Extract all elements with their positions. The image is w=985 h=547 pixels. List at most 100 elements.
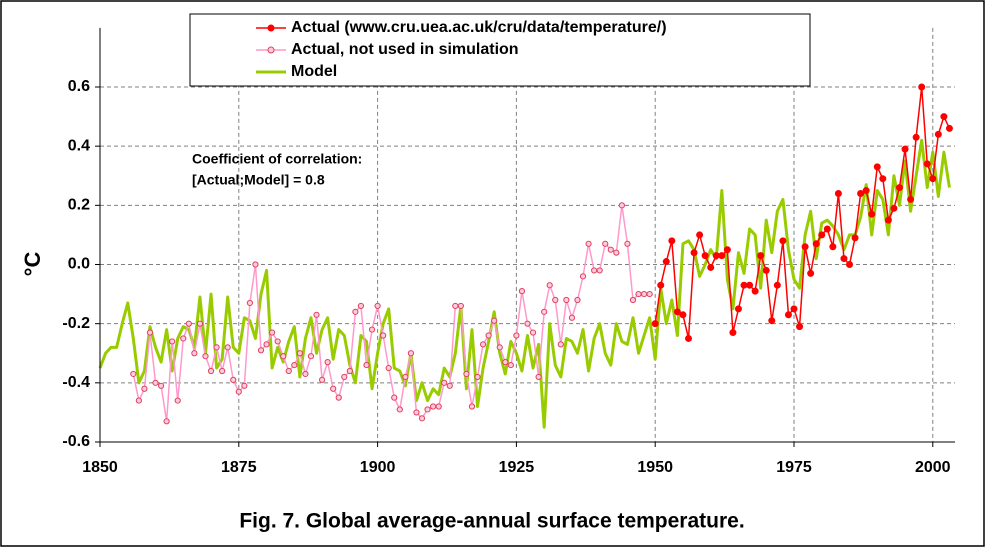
- data-point: [718, 252, 726, 260]
- data-point: [163, 418, 170, 425]
- data-point: [751, 287, 759, 295]
- data-point: [768, 317, 776, 325]
- legend-box: [189, 13, 811, 87]
- data-point: [945, 124, 953, 132]
- data-point: [207, 367, 215, 375]
- data-point: [274, 338, 281, 345]
- series-line: [132, 204, 650, 423]
- y-axis-label: °C: [20, 252, 45, 277]
- data-point: [330, 385, 337, 392]
- data-point: [796, 323, 804, 331]
- data-point: [479, 341, 487, 348]
- data-point: [518, 288, 526, 295]
- data-point: [246, 299, 254, 307]
- data-point: [413, 409, 420, 416]
- data-point: [640, 290, 648, 298]
- data-point: [773, 281, 781, 289]
- data-point: [857, 190, 865, 197]
- data-point: [635, 290, 642, 298]
- data-point: [474, 373, 481, 381]
- data-point: [380, 332, 387, 339]
- data-point: [135, 397, 142, 404]
- data-point: [734, 305, 742, 313]
- data-point: [513, 332, 520, 339]
- data-point: [491, 317, 498, 324]
- data-point: [502, 359, 509, 366]
- legend: Actual (www.cru.uea.ac.uk/cru/data/tempe…: [189, 13, 811, 87]
- chart-title: Fig. 7. Global average-annual surface te…: [239, 510, 744, 533]
- data-point: [552, 296, 559, 304]
- data-point: [468, 403, 476, 410]
- x-tick-label: 1900: [360, 459, 396, 476]
- data-point: [263, 341, 270, 348]
- data-point: [934, 130, 942, 138]
- data-point: [435, 403, 442, 410]
- data-point: [940, 113, 948, 121]
- series-line: [98, 138, 951, 429]
- data-point: [907, 195, 915, 203]
- data-point: [213, 344, 220, 351]
- data-point: [746, 281, 754, 289]
- data-point: [696, 231, 704, 239]
- data-point: [790, 305, 798, 313]
- data-point: [873, 163, 881, 171]
- data-point: [618, 202, 625, 209]
- data-point: [407, 350, 415, 357]
- data-point: [701, 252, 709, 260]
- data-point: [541, 308, 548, 315]
- data-point: [524, 320, 531, 327]
- data-point: [901, 145, 909, 153]
- data-point: [574, 296, 581, 304]
- data-point: [602, 240, 609, 247]
- data-point: [418, 415, 426, 422]
- data-point: [596, 267, 603, 274]
- data-point: [591, 267, 598, 274]
- data-point: [868, 210, 876, 218]
- data-point: [357, 302, 365, 310]
- legend-marker: [267, 46, 275, 54]
- data-point: [341, 373, 348, 381]
- data-point: [579, 273, 587, 280]
- y-tick-label: 0.4: [68, 137, 90, 154]
- data-point: [335, 394, 342, 401]
- legend-label: Actual (www.cru.uea.ac.uk/cru/data/tempe…: [291, 19, 667, 36]
- data-point: [912, 133, 920, 141]
- data-point: [307, 353, 315, 360]
- data-point: [402, 373, 409, 381]
- data-point: [269, 329, 276, 336]
- data-point: [324, 359, 331, 366]
- data-point: [673, 308, 681, 316]
- data-point: [679, 311, 687, 319]
- annotation: [Actual;Model] = 0.8: [192, 172, 325, 188]
- data-point: [146, 329, 154, 336]
- data-point: [929, 175, 937, 183]
- x-tick-label: 1975: [776, 459, 812, 476]
- data-point: [391, 394, 398, 401]
- data-point: [257, 347, 265, 354]
- data-point: [757, 252, 765, 260]
- data-point: [452, 302, 459, 310]
- data-point: [457, 302, 464, 310]
- data-point: [219, 367, 226, 375]
- data-point: [352, 308, 359, 315]
- data-point: [557, 341, 564, 348]
- data-point: [507, 361, 514, 369]
- data-point: [568, 314, 576, 321]
- data-point: [535, 373, 542, 381]
- data-point: [707, 263, 715, 271]
- data-point: [613, 249, 620, 256]
- data-point: [430, 403, 437, 410]
- data-point: [185, 320, 192, 327]
- data-point: [374, 302, 381, 310]
- legend-marker: [267, 24, 275, 32]
- data-point: [396, 406, 403, 413]
- data-point: [130, 370, 137, 378]
- legend-label: Actual, not used in simulation: [291, 41, 519, 58]
- axes: -0.6 -0.4 -0.2 0.0 0.2 0.4 0.6 1850 1875 1900 1925…: [62, 27, 955, 476]
- data-point: [485, 332, 492, 339]
- data-point: [723, 246, 731, 254]
- data-point: [424, 406, 431, 413]
- data-point: [196, 320, 204, 327]
